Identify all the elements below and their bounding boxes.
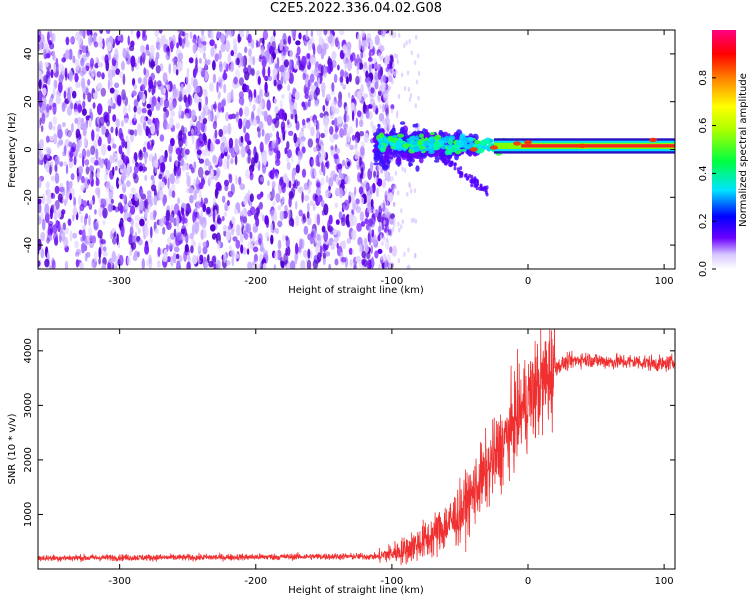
snr-x-tick-label: 100: [655, 576, 674, 587]
spectrogram-x-axis-label: Height of straight line (km): [288, 285, 424, 296]
snr-y-axis-label: SNR (10 * v/v): [7, 413, 18, 484]
snr-x-tick-label: -100: [381, 576, 404, 587]
colorbar-label: Normalized spectral amplitude: [738, 73, 749, 227]
snr-x-axis-label: Height of straight line (km): [288, 585, 424, 596]
snr-series-line: [38, 329, 675, 566]
colorbar-tick-label: 0.2: [698, 213, 709, 229]
spectrogram-y-tick-label: -40: [23, 237, 34, 253]
snr-x-tick-label: -200: [244, 576, 267, 587]
colorbar-tick-label: 0.4: [698, 165, 709, 181]
snr-x-tick-label: 0: [525, 576, 531, 587]
snr-y-tick-label: 2000: [23, 447, 34, 472]
spectrogram-heatmap: [38, 30, 675, 269]
spectrogram-x-tick-label: -300: [108, 276, 131, 287]
spectrogram-y-tick-label: 0: [23, 146, 34, 152]
colorbar: 0.0 0.2 0.4 0.6 0.8 Normalized spectral ampl…: [698, 30, 749, 277]
spectrogram-x-tick-label: -200: [244, 276, 267, 287]
spectrogram-y-tick-label: 40: [23, 48, 34, 61]
spectrogram-x-tick-label: 0: [525, 276, 531, 287]
spectrogram-y-tick-label: 20: [23, 95, 34, 108]
snr-x-tick-label: -300: [108, 576, 131, 587]
chart-title: C2E5.2022.336.04.02.G08: [269, 1, 443, 16]
spectrogram-x-tick-label: -100: [381, 276, 404, 287]
colorbar-tick-label: 0.0: [698, 261, 709, 277]
snr-frame: [37, 328, 676, 570]
colorbar-gradient: [712, 30, 736, 269]
snr-panel: -300 -200 -100 0 100 1000 2000 3000 4000 Height …: [7, 328, 676, 596]
spectrogram-y-tick-label: -20: [23, 189, 34, 205]
spectrogram-y-axis-label: Frequency (Hz): [7, 112, 18, 188]
colorbar-tick-label: 0.8: [698, 70, 709, 86]
snr-y-tick-label: 1000: [23, 502, 34, 527]
spectrogram-x-tick-label: 100: [655, 276, 674, 287]
snr-y-tick-label: 3000: [23, 393, 34, 418]
colorbar-tick-label: 0.6: [698, 118, 709, 134]
snr-y-tick-label: 4000: [23, 338, 34, 363]
